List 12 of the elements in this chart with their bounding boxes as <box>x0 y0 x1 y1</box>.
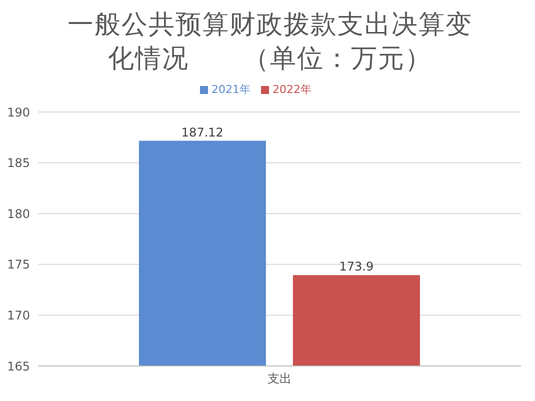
chart-title: 一般公共预算财政拨款支出决算变化情况 （单位：万元） <box>66 9 474 76</box>
y-tick-label: 165 <box>7 359 30 374</box>
y-tick-label: 170 <box>7 308 30 322</box>
y-tick-label: 175 <box>7 258 30 272</box>
y-tick-label: 185 <box>7 156 30 170</box>
y-tick-label: 180 <box>7 206 30 221</box>
data-label: 187.12 <box>181 125 224 140</box>
legend-label: 2021年 <box>212 83 250 96</box>
data-label: 173.9 <box>339 260 374 274</box>
x-tick-label: 支出 <box>268 372 292 386</box>
y-tick-label: 190 <box>7 105 30 120</box>
legend-label: 2022年 <box>272 83 312 96</box>
